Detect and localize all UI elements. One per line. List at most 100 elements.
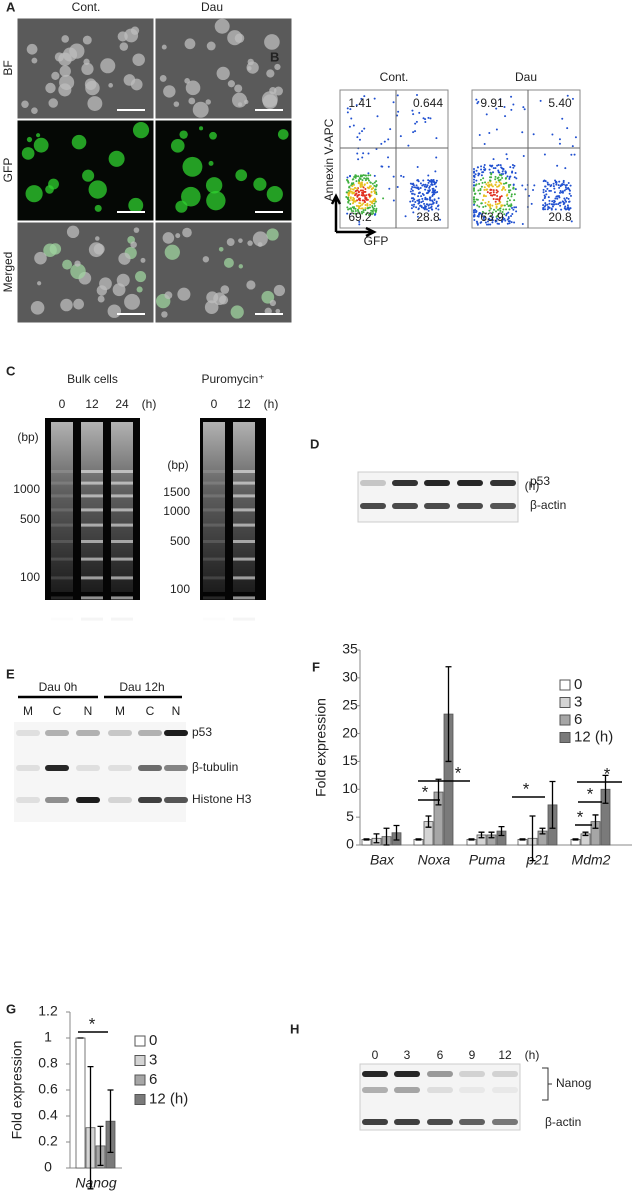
event-dot xyxy=(374,209,377,212)
event-dot xyxy=(480,168,483,171)
event-dot xyxy=(435,137,438,140)
event-dot xyxy=(492,158,495,161)
event-dot xyxy=(407,144,410,147)
label: 100 xyxy=(170,582,190,596)
label: C xyxy=(53,704,62,718)
event-dot xyxy=(498,199,501,202)
event-dot xyxy=(350,117,353,120)
event-dot xyxy=(492,167,495,170)
cell xyxy=(234,84,243,93)
event-dot xyxy=(563,197,566,200)
event-dot xyxy=(488,192,491,195)
event-dot xyxy=(513,193,516,196)
dna-band xyxy=(81,557,103,561)
event-dot xyxy=(357,175,360,178)
label: 500 xyxy=(20,512,40,526)
event-dot xyxy=(489,206,492,209)
event-dot xyxy=(411,200,414,203)
band xyxy=(394,1119,420,1125)
event-dot xyxy=(424,118,427,121)
dna-band xyxy=(81,470,103,473)
event-dot xyxy=(494,178,497,181)
event-dot xyxy=(410,187,413,190)
event-dot xyxy=(352,210,355,213)
event-dot xyxy=(494,210,497,213)
event-dot xyxy=(354,207,357,210)
event-dot xyxy=(546,203,549,206)
event-dot xyxy=(490,172,493,175)
label: (h) xyxy=(142,397,157,411)
cell xyxy=(128,197,144,213)
cell xyxy=(277,129,289,140)
event-dot xyxy=(486,191,489,194)
event-dot xyxy=(489,203,492,206)
event-dot xyxy=(512,183,515,186)
cell xyxy=(162,232,175,244)
event-dot xyxy=(557,184,560,187)
legend-swatch xyxy=(134,1055,146,1066)
cell xyxy=(253,177,267,191)
event-dot xyxy=(435,207,438,210)
axis-label: GFP xyxy=(364,234,389,248)
event-dot xyxy=(376,115,379,118)
event-dot xyxy=(399,135,402,138)
legend-swatch xyxy=(134,1035,146,1047)
event-dot xyxy=(566,94,569,97)
event-dot xyxy=(422,179,425,182)
cell xyxy=(97,295,105,303)
event-dot xyxy=(489,204,492,207)
flow-plot xyxy=(471,89,581,229)
label: Dau xyxy=(201,0,223,14)
y-tick-label: 10 xyxy=(342,780,358,796)
cell xyxy=(159,75,167,82)
event-dot xyxy=(348,125,351,128)
event-dot xyxy=(362,152,365,155)
event-dot xyxy=(551,133,554,136)
event-dot xyxy=(356,194,359,197)
event-dot xyxy=(476,198,479,201)
cell xyxy=(82,35,92,45)
event-dot xyxy=(476,222,479,225)
event-dot xyxy=(566,207,569,210)
cell xyxy=(164,291,173,300)
event-dot xyxy=(397,110,400,113)
event-dot xyxy=(364,209,367,212)
band xyxy=(424,503,450,509)
event-dot xyxy=(569,184,572,187)
event-dot xyxy=(477,215,480,218)
cell xyxy=(175,200,188,213)
event-dot xyxy=(392,101,395,104)
event-dot xyxy=(420,205,423,208)
event-dot xyxy=(550,203,553,206)
panel-label: D xyxy=(310,436,319,451)
cell xyxy=(266,185,283,203)
event-dot xyxy=(363,200,366,203)
event-dot xyxy=(480,165,483,168)
event-dot xyxy=(560,208,563,211)
event-dot xyxy=(491,211,494,214)
event-dot xyxy=(347,181,350,184)
band xyxy=(45,765,69,771)
event-dot xyxy=(433,183,436,186)
event-dot xyxy=(352,196,355,199)
event-dot xyxy=(432,190,435,193)
cell xyxy=(49,243,62,255)
cell xyxy=(26,136,33,143)
y-tick-label: 30 xyxy=(342,669,358,685)
event-dot xyxy=(351,188,354,191)
event-dot xyxy=(562,183,565,186)
panel-label: H xyxy=(290,1021,299,1036)
event-dot xyxy=(495,128,498,131)
event-dot xyxy=(427,209,430,212)
cell xyxy=(123,74,136,86)
event-dot xyxy=(492,198,495,201)
event-dot xyxy=(496,185,499,188)
legend-swatch xyxy=(559,732,571,743)
event-dot xyxy=(504,219,507,222)
event-dot xyxy=(571,97,574,100)
cell xyxy=(48,98,58,108)
event-dot xyxy=(359,183,362,186)
error-bar xyxy=(529,815,536,862)
error-bar xyxy=(425,815,432,828)
event-dot xyxy=(346,107,349,110)
